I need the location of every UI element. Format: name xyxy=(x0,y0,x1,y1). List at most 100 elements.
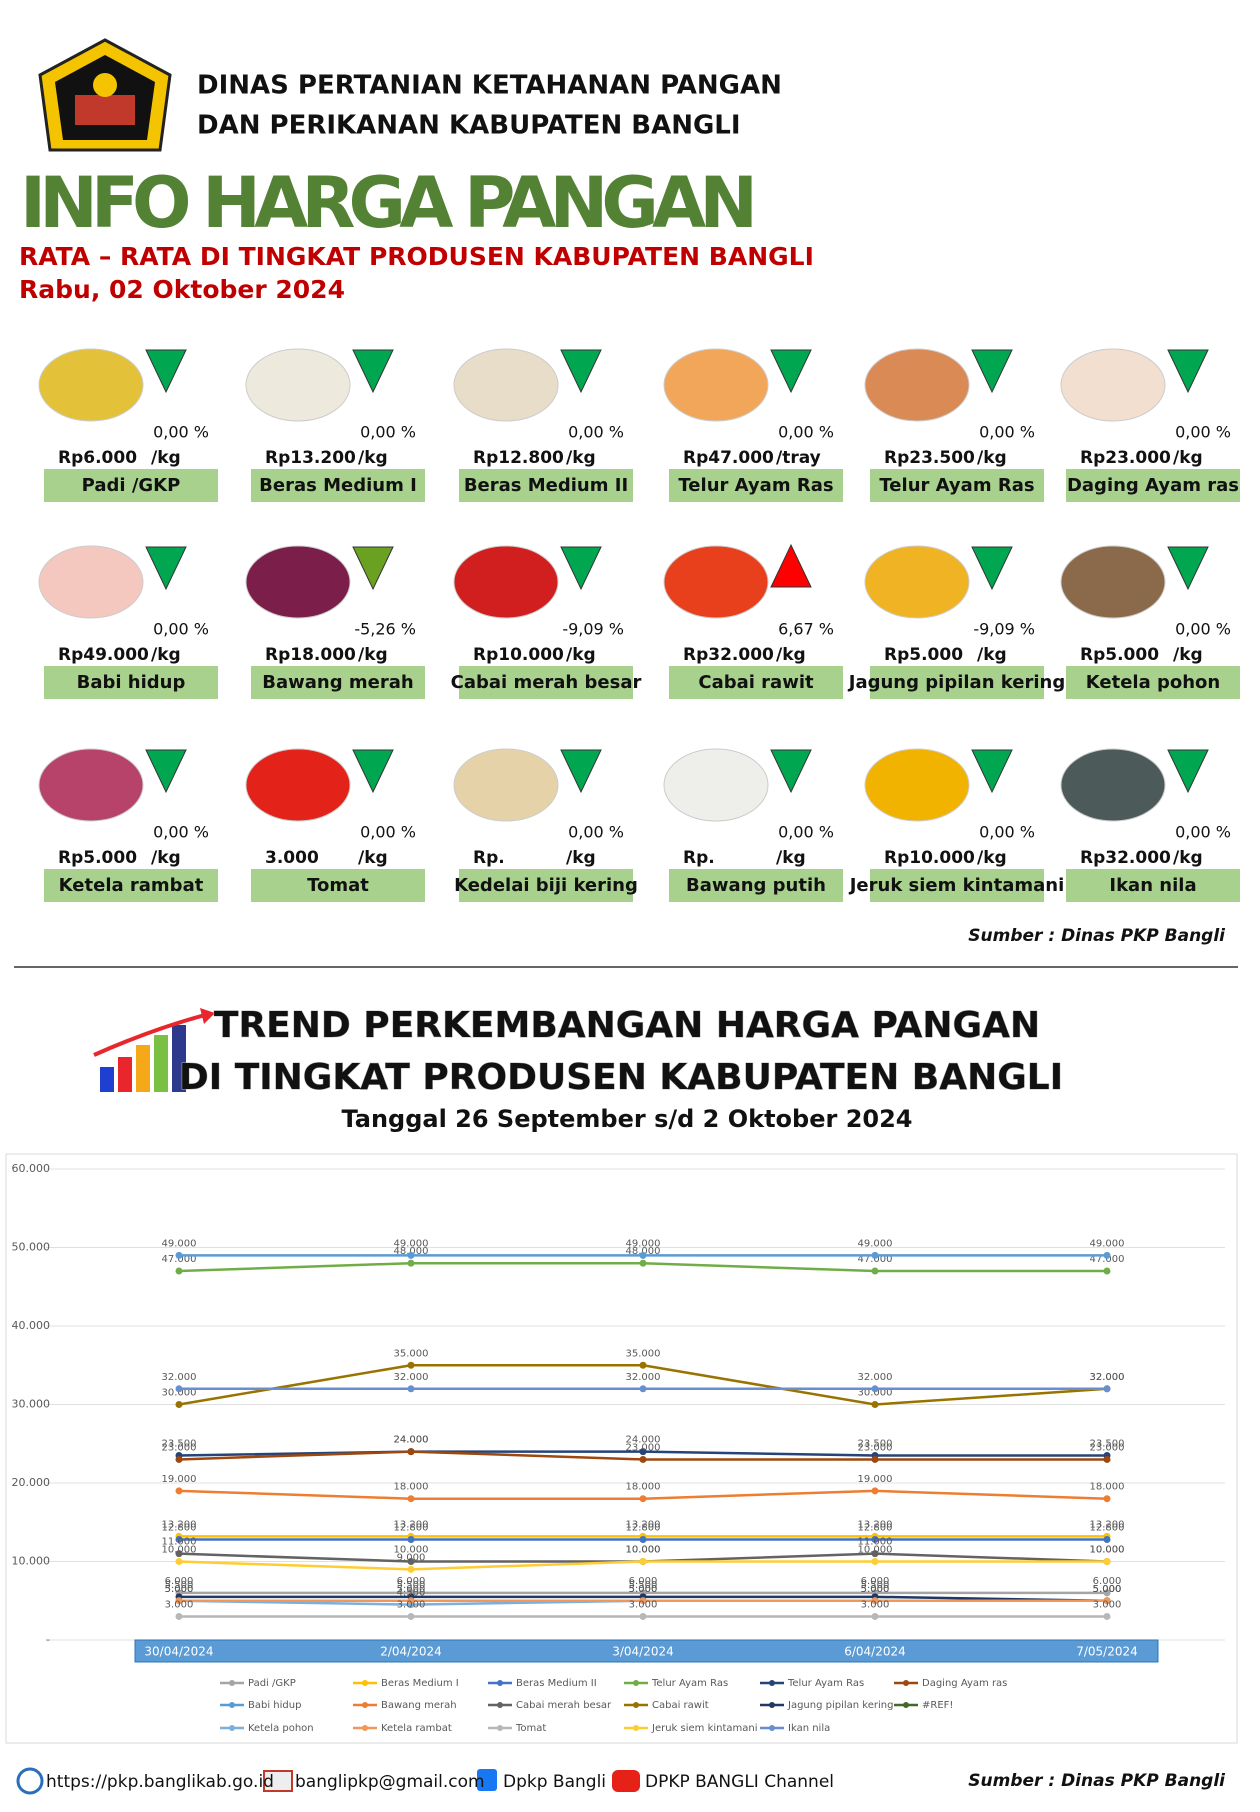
agency-line: DAN PERIKANAN KABUPATEN BANGLI xyxy=(197,111,741,141)
y-tick-label: 10.000 xyxy=(12,1555,51,1568)
data-label: 49.000 xyxy=(858,1238,893,1249)
name-box xyxy=(44,666,218,699)
product-image xyxy=(245,748,351,822)
trend-arrow xyxy=(1167,749,1209,794)
point xyxy=(871,1597,879,1605)
price-change: -5,26 % xyxy=(354,620,416,639)
data-label: 5.500 xyxy=(629,1580,658,1591)
unit: /kg xyxy=(151,848,181,868)
trend-arrow xyxy=(770,749,812,794)
unit: /kg xyxy=(977,448,1007,468)
data-label: 32.000 xyxy=(394,1372,429,1383)
data-label: 11.000 xyxy=(858,1537,893,1548)
data-label: 23.000 xyxy=(626,1442,661,1453)
trend-title: DI TINGKAT PRODUSEN KABUPATEN BANGLI xyxy=(179,1057,1063,1098)
point xyxy=(175,1487,183,1495)
data-label: 3.000 xyxy=(861,1599,890,1610)
unit: /kg xyxy=(358,645,388,665)
name-box xyxy=(669,666,843,699)
point xyxy=(175,1267,183,1275)
y-tick-label: 60.000 xyxy=(12,1162,51,1175)
point xyxy=(639,1448,647,1456)
data-label: 49.000 xyxy=(394,1238,429,1249)
product-image xyxy=(864,348,970,422)
data-label: 23.500 xyxy=(858,1439,893,1450)
unit: /kg xyxy=(776,848,806,868)
point xyxy=(407,1259,415,1267)
data-label: 30.000 xyxy=(162,1388,197,1399)
product-image xyxy=(864,545,970,619)
data-label: 6.000 xyxy=(629,1576,658,1587)
point xyxy=(639,1612,647,1620)
price-change: 0,00 % xyxy=(153,823,209,842)
product-image xyxy=(663,545,769,619)
unit: /kg xyxy=(977,848,1007,868)
data-label: 5.000 xyxy=(397,1584,426,1595)
point xyxy=(175,1536,183,1544)
point xyxy=(1103,1558,1111,1565)
data-label: 5.500 xyxy=(397,1580,426,1591)
data-label: 3.000 xyxy=(397,1599,426,1610)
unit: /kg xyxy=(358,448,388,468)
name-box xyxy=(669,869,843,902)
price-change: 0,00 % xyxy=(568,823,624,842)
legend-label: Babi hidup xyxy=(248,1700,301,1711)
unit: /kg xyxy=(151,448,181,468)
data-label: 6.000 xyxy=(165,1576,194,1587)
trend-arrow xyxy=(352,749,394,794)
legend-label: #REF! xyxy=(922,1700,953,1711)
data-label: 5.000 xyxy=(861,1584,890,1595)
unit: /kg xyxy=(358,848,388,868)
data-label: 32.000 xyxy=(626,1372,661,1383)
legend-label: Bawang merah xyxy=(381,1700,457,1711)
data-label: 23.000 xyxy=(1090,1442,1125,1453)
point xyxy=(1103,1385,1111,1393)
data-label: 47.000 xyxy=(162,1254,197,1265)
point xyxy=(1103,1589,1111,1597)
product-image xyxy=(663,348,769,422)
price-change: 0,00 % xyxy=(1175,423,1231,442)
data-label: 13.200 xyxy=(394,1519,429,1530)
agency-line: DINAS PERTANIAN KETAHANAN PANGAN xyxy=(197,71,782,101)
legend-marker xyxy=(497,1680,503,1686)
point xyxy=(1103,1267,1111,1275)
point xyxy=(639,1558,647,1565)
name-box xyxy=(251,869,425,902)
legend-marker xyxy=(497,1725,503,1731)
unit: /kg xyxy=(776,645,806,665)
data-label: 23.500 xyxy=(162,1439,197,1450)
trend-title: TREND PERKEMBANGAN HARGA PANGAN xyxy=(214,1005,1040,1046)
legend-marker xyxy=(633,1702,639,1708)
data-label: 10.000 xyxy=(394,1545,429,1556)
point xyxy=(639,1536,647,1544)
data-label: 5.000 xyxy=(861,1584,890,1595)
data-label: 23.000 xyxy=(858,1442,893,1453)
point xyxy=(407,1361,415,1369)
product-image xyxy=(453,348,559,422)
legend-label: Beras Medium II xyxy=(516,1678,597,1689)
legend-marker xyxy=(362,1702,368,1708)
point xyxy=(871,1401,879,1408)
name-box xyxy=(44,469,218,502)
point xyxy=(407,1251,415,1259)
data-label: 5.000 xyxy=(1093,1584,1122,1595)
product-image xyxy=(245,348,351,422)
name-box xyxy=(459,469,633,502)
price: Rp10.000 xyxy=(473,645,564,665)
product-name: Padi /GKP xyxy=(82,475,181,496)
logo xyxy=(38,38,172,152)
data-label: 32.000 xyxy=(1090,1372,1125,1383)
web-icon xyxy=(16,1767,44,1795)
product-name: Bawang putih xyxy=(686,875,826,896)
data-label: 6.000 xyxy=(397,1576,426,1587)
unit: /kg xyxy=(151,645,181,665)
product-name: Cabai rawit xyxy=(698,672,814,693)
data-label: 10.000 xyxy=(1090,1545,1125,1556)
trend-arrow xyxy=(145,546,187,591)
price-change: 0,00 % xyxy=(153,620,209,639)
product-image xyxy=(38,748,144,822)
point xyxy=(639,1259,647,1267)
date: Rabu, 02 Oktober 2024 xyxy=(19,275,345,304)
x-tick-label: 6/04/2024 xyxy=(844,1645,906,1659)
